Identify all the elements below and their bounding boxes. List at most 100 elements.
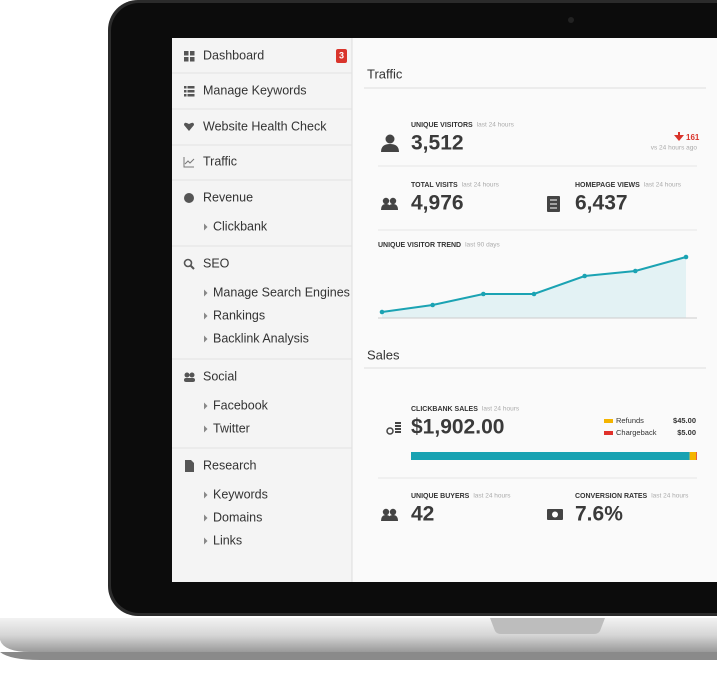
icon-part (189, 372, 195, 378)
icon-part (190, 51, 195, 56)
nav-item[interactable]: Traffic (203, 154, 237, 168)
sidebar (172, 38, 352, 582)
trend-point (582, 273, 587, 279)
stat-icon (395, 422, 401, 424)
nav-item[interactable]: Social (203, 369, 237, 383)
nav-subitem[interactable]: Links (213, 533, 242, 547)
sales-bar-segment (411, 452, 690, 460)
icon-part (185, 460, 194, 472)
nav-subitem[interactable]: Keywords (213, 487, 268, 501)
icon-part (184, 86, 187, 89)
nav-subitem[interactable]: Rankings (213, 308, 265, 322)
icon-part (184, 193, 194, 203)
section-title: Sales (367, 347, 400, 362)
nav-item[interactable]: SEO (203, 256, 230, 270)
trend-point (633, 268, 638, 274)
nav-badge-count: 3 (339, 50, 344, 60)
trend-area (382, 257, 686, 318)
nav-item[interactable]: Dashboard (203, 48, 264, 62)
icon-part (183, 258, 193, 268)
stat-period: last 24 hours (473, 493, 511, 500)
icon-part (184, 57, 189, 62)
nav-subitem[interactable]: Manage Search Engines (213, 285, 350, 299)
stat-value: $1,902.00 (411, 416, 504, 439)
icon-part (184, 378, 195, 382)
nav-icon (183, 157, 195, 168)
stat-icon (395, 428, 401, 430)
trend-point (481, 291, 486, 297)
legend-swatch (604, 431, 613, 435)
stat-icon (388, 204, 398, 210)
sales-bar-segment (696, 452, 697, 460)
nav-item[interactable]: Revenue (203, 190, 253, 204)
chart-label: UNIQUE VISITOR TREND (378, 242, 461, 249)
nav-icon (184, 372, 195, 382)
nav-subitem[interactable]: Clickbank (213, 219, 268, 233)
chart-period: last 90 days (465, 242, 500, 249)
trend-point (379, 309, 385, 315)
stat-icon (395, 431, 401, 433)
laptop-base-edge (0, 652, 717, 660)
stat-icon (386, 427, 394, 435)
nav-item[interactable]: Research (203, 458, 257, 472)
nav-caret (204, 491, 208, 499)
stat-label: HOMEPAGE VIEWS (575, 182, 640, 189)
trend-point (531, 291, 537, 297)
stat-value: 3,512 (411, 132, 464, 155)
stat-value: 42 (411, 503, 434, 526)
legend-name: Chargeback (616, 428, 657, 437)
icon-part (187, 90, 195, 93)
stat-icon (388, 515, 398, 521)
nav-caret (204, 402, 208, 410)
stat-icon (395, 425, 401, 427)
trend-point (683, 254, 689, 260)
nav-caret (204, 223, 208, 231)
nav-icon (184, 122, 194, 131)
stat-period: last 24 hours (644, 182, 682, 189)
legend-value: $5.00 (677, 428, 696, 437)
stat-period: last 24 hours (651, 493, 689, 500)
nav-badge (336, 49, 347, 63)
laptop-base (0, 618, 717, 652)
stat-value: 7.6% (575, 503, 623, 526)
stat-icon (552, 511, 558, 518)
nav-item[interactable]: Website Health Check (203, 119, 327, 133)
nav-caret (204, 289, 208, 297)
nav-subitem[interactable]: Domains (213, 510, 262, 524)
stat-period: last 24 hours (482, 406, 520, 413)
icon-part (184, 372, 190, 378)
change-value: 161 (686, 133, 700, 142)
icon-part (184, 51, 189, 56)
legend-swatch (604, 419, 613, 423)
nav-caret (204, 514, 208, 522)
change-arrow (674, 132, 684, 141)
stat-label: CONVERSION RATES (575, 493, 648, 500)
stat-period: last 24 hours (462, 182, 500, 189)
section-title: Traffic (367, 66, 403, 81)
nav-caret (204, 312, 208, 320)
stat-label: TOTAL VISITS (411, 182, 458, 189)
legend-name: Refunds (616, 416, 644, 425)
nav-icon (185, 460, 194, 472)
stat-value: 6,437 (575, 192, 628, 215)
nav-subitem[interactable]: Backlink Analysis (213, 331, 309, 345)
nav-icon (184, 86, 195, 97)
nav-caret (204, 425, 208, 433)
icon-part (184, 90, 187, 93)
icon-part (189, 264, 195, 270)
stat-label: UNIQUE BUYERS (411, 493, 470, 500)
stat-icon (389, 197, 397, 205)
nav-caret (204, 335, 208, 343)
icon-part (183, 157, 195, 168)
icon-part (184, 122, 194, 131)
laptop-notch (490, 618, 605, 634)
stat-value: 4,976 (411, 192, 464, 215)
icon-part (187, 86, 195, 89)
icon-part (184, 94, 187, 97)
nav-icon (184, 193, 194, 203)
nav-subitem[interactable]: Facebook (213, 398, 269, 412)
nav-item[interactable]: Manage Keywords (203, 83, 307, 97)
stat-icon (389, 508, 397, 516)
nav-caret (204, 537, 208, 545)
nav-subitem[interactable]: Twitter (213, 421, 250, 435)
